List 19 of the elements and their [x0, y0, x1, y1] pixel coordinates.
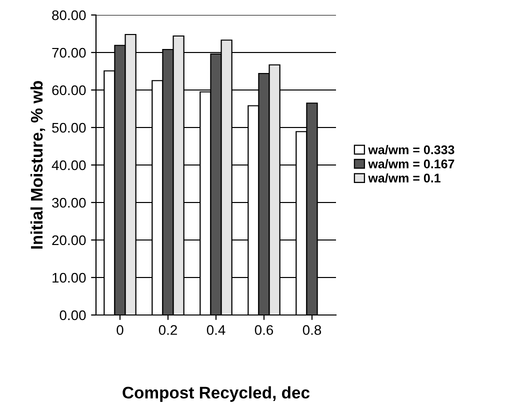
x-tick-label: 0.8 [302, 325, 322, 335]
legend-label: wa/wm = 0.333 [368, 145, 454, 154]
y-tick-label: 30.00 [52, 198, 86, 208]
y-tick-label: 70.00 [52, 48, 86, 58]
y-tick-label: 50.00 [52, 122, 86, 133]
y-tick-label: 60.00 [52, 85, 86, 96]
x-tick-label: 0 [116, 325, 124, 335]
x-axis-title: Compost Recycled, dec [122, 386, 310, 402]
x-tick-label: 0.4 [206, 325, 226, 335]
legend-label: wa/wm = 0.1 [368, 173, 440, 183]
y-tick-label: 20.00 [52, 235, 86, 246]
y-tick-label: 0.00 [60, 310, 86, 320]
y-tick-label: 10.00 [52, 272, 86, 283]
y-axis-title: Initial Moisture, % wb [30, 80, 46, 249]
legend-label: wa/wm = 0.167 [368, 159, 454, 168]
y-tick-label: 80.00 [52, 10, 86, 20]
y-tick-label: 40.00 [52, 160, 86, 170]
x-tick-label: 0.6 [254, 325, 274, 335]
x-tick-label: 0.2 [158, 325, 177, 335]
